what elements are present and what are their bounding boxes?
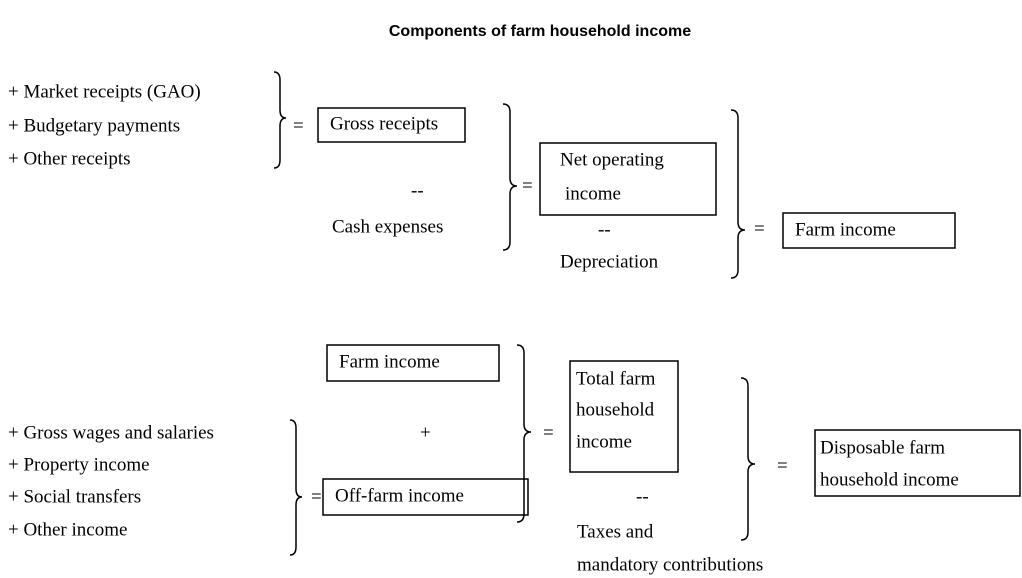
item: + Gross wages and salaries bbox=[8, 422, 214, 443]
operator: + bbox=[420, 422, 431, 443]
item: + Property income bbox=[8, 454, 150, 475]
box-label: income bbox=[565, 183, 621, 204]
box-label: Farm income bbox=[339, 351, 440, 372]
box-label: Gross receipts bbox=[330, 113, 438, 134]
box bbox=[322, 478, 529, 516]
box bbox=[539, 142, 717, 216]
operator: = bbox=[543, 422, 554, 443]
item: + Social transfers bbox=[8, 486, 141, 507]
box-label: Farm income bbox=[795, 219, 896, 240]
brace bbox=[740, 377, 756, 541]
box-label: Total farm bbox=[576, 368, 656, 389]
label: Cash expenses bbox=[332, 216, 443, 237]
operator: = bbox=[522, 175, 533, 196]
label: Depreciation bbox=[560, 251, 659, 272]
brace bbox=[289, 419, 303, 556]
label: mandatory contributions bbox=[577, 554, 763, 575]
brace bbox=[502, 103, 518, 251]
box-label: Disposable farm bbox=[820, 437, 945, 458]
box bbox=[326, 344, 500, 382]
item: + Budgetary payments bbox=[8, 115, 180, 136]
box-label: household income bbox=[820, 469, 959, 490]
brace bbox=[516, 344, 532, 523]
box bbox=[782, 212, 956, 249]
operator: = bbox=[754, 218, 765, 239]
label: Taxes and bbox=[577, 521, 654, 542]
box-label: household bbox=[576, 399, 655, 420]
brace bbox=[730, 109, 746, 279]
operator: = bbox=[293, 115, 304, 136]
operator: = bbox=[777, 455, 788, 476]
operator: -- bbox=[598, 219, 611, 240]
box-label: income bbox=[576, 431, 632, 452]
box bbox=[569, 360, 679, 473]
box-label: Net operating bbox=[560, 149, 664, 170]
operator: = bbox=[311, 486, 322, 507]
operator: -- bbox=[411, 180, 424, 201]
title: Components of farm household income bbox=[389, 23, 691, 40]
operator: -- bbox=[636, 486, 649, 507]
item: + Other income bbox=[8, 519, 127, 540]
item: + Other receipts bbox=[8, 148, 131, 169]
brace bbox=[273, 71, 287, 169]
box-label: Off-farm income bbox=[335, 485, 464, 506]
box bbox=[317, 107, 466, 143]
box bbox=[814, 429, 1021, 497]
item: + Market receipts (GAO) bbox=[8, 81, 201, 102]
